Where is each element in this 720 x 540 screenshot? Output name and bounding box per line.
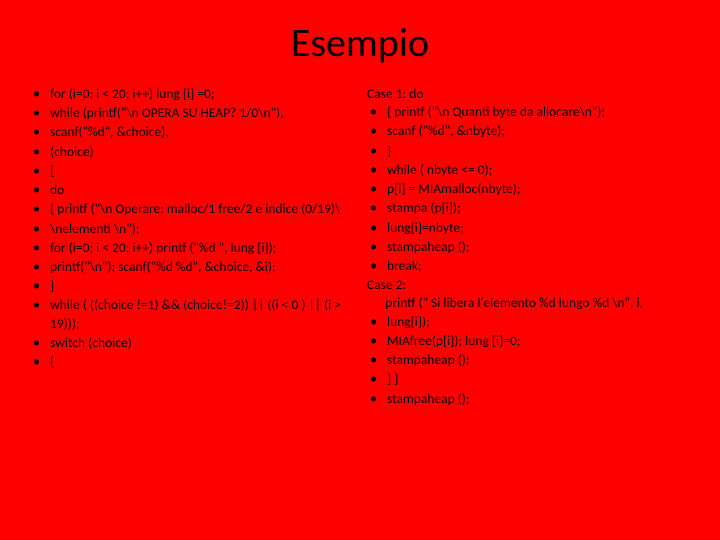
list-item: { printf ("\n Quanti byte da allocare\n"… bbox=[367, 103, 690, 121]
list-item: p[i] = MIAmalloc(nbyte); bbox=[367, 180, 690, 198]
list-item: lung[i]); bbox=[367, 313, 690, 331]
list-item: stampaheap (); bbox=[367, 390, 690, 408]
list-item: stampa (p[i]); bbox=[367, 199, 690, 217]
list-item: do bbox=[30, 181, 353, 199]
list-item: (choice) bbox=[30, 143, 353, 161]
list-item: while (printf("\n OPERA SU HEAP? 1/0\n")… bbox=[30, 104, 353, 122]
case2-line: Case 2: bbox=[367, 276, 690, 294]
list-item: for (i=0; i < 20; i++) printf ("%d ", lu… bbox=[30, 239, 353, 257]
list-item: MIAfree(p[i]); lung [i]=0; bbox=[367, 332, 690, 350]
list-item: { bbox=[30, 162, 353, 180]
content-columns: for (i=0; i < 20; i++) lung [i] =0; whil… bbox=[0, 85, 720, 409]
right-list-1: { printf ("\n Quanti byte da allocare\n"… bbox=[367, 103, 690, 275]
list-item: break; bbox=[367, 257, 690, 275]
list-item: { printf ("\n Operare: malloc/1 free/2 e… bbox=[30, 200, 353, 218]
list-item: scanf ("%d", &nbyte); bbox=[367, 122, 690, 140]
list-item: for (i=0; i < 20; i++) lung [i] =0; bbox=[30, 85, 353, 103]
list-item: stampaheap (); bbox=[367, 238, 690, 256]
case1-line: Case 1: do bbox=[367, 85, 690, 103]
list-item: scanf("%d", &choice), bbox=[30, 123, 353, 141]
right-list-2: lung[i]); MIAfree(p[i]); lung [i]=0; sta… bbox=[367, 313, 690, 408]
printf-line: printf (" Si libera l'elemento %d lungo … bbox=[367, 294, 690, 312]
list-item: stampaheap (); bbox=[367, 351, 690, 369]
list-item: } bbox=[30, 277, 353, 295]
left-list: for (i=0; i < 20; i++) lung [i] =0; whil… bbox=[30, 85, 353, 371]
left-column: for (i=0; i < 20; i++) lung [i] =0; whil… bbox=[30, 85, 353, 409]
list-item: printf("\n"); scanf("%d %d", &choice, &i… bbox=[30, 258, 353, 276]
slide-title: Esempio bbox=[0, 0, 720, 85]
list-item: while ( nbyte <= 0); bbox=[367, 161, 690, 179]
list-item: } bbox=[367, 142, 690, 160]
list-item: while ( ((choice !=1) && (choice!=2)) ||… bbox=[30, 296, 353, 332]
list-item: } } bbox=[367, 370, 690, 388]
list-item: switch (choice) bbox=[30, 334, 353, 352]
list-item: lung[i]=nbyte; bbox=[367, 219, 690, 237]
list-item: { bbox=[30, 353, 353, 371]
list-item: \nelementi \n"); bbox=[30, 220, 353, 238]
right-column: Case 1: do { printf ("\n Quanti byte da … bbox=[367, 85, 690, 409]
